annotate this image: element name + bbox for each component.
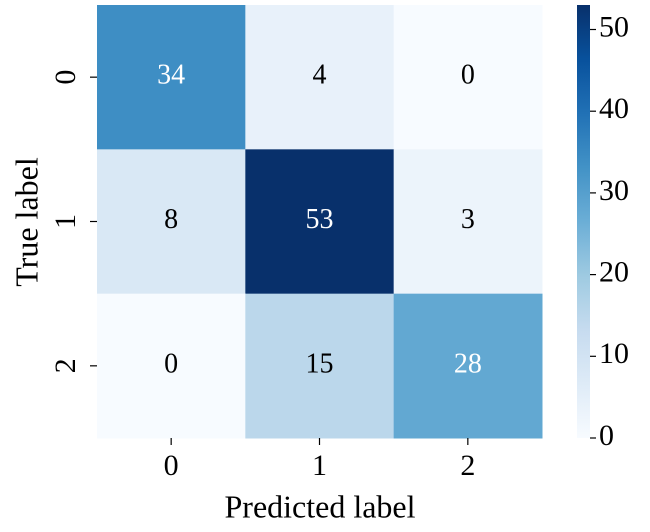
- y-tick-label: 2: [49, 358, 82, 373]
- heatmap-cell: [393, 149, 543, 295]
- cell-label: 0: [164, 348, 178, 379]
- x-tick-label: 0: [164, 449, 179, 482]
- heatmap-cell: [245, 293, 395, 439]
- heatmap-cell: [245, 149, 395, 295]
- cell-label: 28: [454, 348, 482, 379]
- cell-label: 3: [461, 204, 475, 235]
- heatmap-cell: [393, 5, 543, 150]
- heatmap-cell: [97, 149, 246, 295]
- cell-label: 4: [313, 60, 327, 91]
- colorbar-tick-label: 20: [599, 255, 629, 288]
- colorbar-tick-label: 40: [599, 92, 629, 125]
- cell-label: 34: [157, 60, 185, 91]
- colorbar-tick-label: 30: [599, 174, 629, 207]
- cell-label: 53: [306, 204, 334, 235]
- cell-label: 8: [164, 204, 178, 235]
- colorbar: [577, 5, 590, 438]
- heatmap-cell: [245, 5, 395, 150]
- x-tick-label: 1: [312, 449, 327, 482]
- heatmap-cell: [97, 293, 246, 439]
- y-axis-label: True label: [8, 157, 44, 287]
- colorbar-tick-label: 0: [599, 419, 614, 452]
- x-tick-label: 2: [460, 449, 475, 482]
- cell-label: 0: [461, 60, 475, 91]
- heatmap-cell: [393, 293, 543, 439]
- colorbar-tick-label: 50: [599, 10, 629, 43]
- heatmap-cell: [97, 5, 246, 150]
- cell-label: 15: [306, 348, 334, 379]
- x-axis-label: Predicted label: [224, 488, 415, 524]
- y-tick-label: 1: [49, 214, 82, 229]
- y-tick-label: 0: [49, 70, 82, 85]
- colorbar-tick-label: 10: [599, 337, 629, 370]
